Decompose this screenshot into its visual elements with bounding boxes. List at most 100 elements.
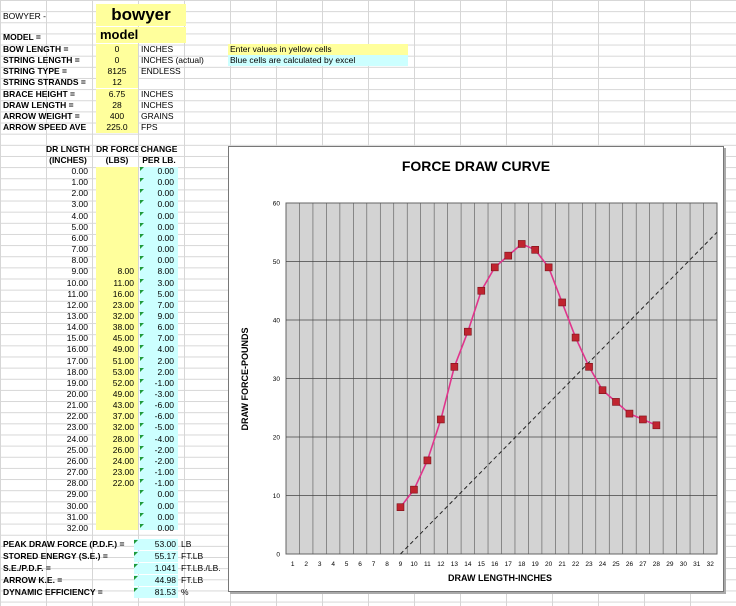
table-cell-force[interactable] bbox=[96, 512, 134, 523]
summary-label: STORED ENERGY (S.E.) = bbox=[3, 550, 108, 561]
comment-marker bbox=[140, 512, 144, 517]
param-value[interactable]: 225.0 bbox=[96, 122, 138, 134]
table-cell-change: 8.00 bbox=[157, 266, 174, 277]
x-tick-label: 13 bbox=[451, 561, 459, 568]
model-field[interactable]: model bbox=[96, 27, 186, 43]
param-value[interactable]: 6.75 bbox=[96, 88, 138, 100]
table-cell-length: 18.00 bbox=[66, 366, 88, 377]
comment-marker bbox=[140, 423, 144, 428]
data-point bbox=[531, 246, 539, 254]
table-cell-change: -3.00 bbox=[154, 389, 174, 399]
table-cell-force[interactable]: 32.00 bbox=[112, 422, 134, 433]
y-tick-label: 0 bbox=[276, 552, 280, 559]
param-value[interactable]: 0 bbox=[96, 44, 138, 55]
table-cell-force[interactable] bbox=[96, 166, 134, 177]
param-value[interactable]: 28 bbox=[96, 99, 138, 111]
param-label: DRAW LENGTH = bbox=[3, 99, 74, 110]
table-cell-force[interactable] bbox=[96, 501, 134, 512]
param-label: BOW LENGTH = bbox=[3, 44, 69, 54]
comment-marker bbox=[140, 267, 144, 272]
table-cell-force[interactable] bbox=[96, 523, 134, 534]
table-cell-length: 7.00 bbox=[71, 244, 88, 255]
table-cell-force[interactable]: 32.00 bbox=[112, 310, 134, 321]
table-cell-force[interactable] bbox=[96, 489, 134, 500]
table-header: DR LNGTH bbox=[46, 144, 90, 154]
table-cell-force[interactable] bbox=[96, 244, 134, 255]
comment-marker bbox=[140, 501, 144, 506]
x-tick-label: 32 bbox=[707, 561, 715, 568]
table-cell-force[interactable]: 8.00 bbox=[117, 266, 134, 277]
table-cell-force[interactable]: 24.00 bbox=[112, 455, 134, 466]
table-cell-change: 0.00 bbox=[157, 500, 174, 511]
table-cell-force[interactable]: 23.00 bbox=[112, 299, 134, 310]
x-tick-label: 25 bbox=[612, 561, 620, 568]
comment-marker bbox=[140, 189, 144, 194]
table-header: DR FORCE bbox=[96, 144, 138, 154]
table-cell-length: 12.00 bbox=[66, 299, 88, 310]
data-point bbox=[625, 409, 634, 418]
table-cell-length: 31.00 bbox=[66, 511, 88, 522]
table-cell-change: -1.00 bbox=[154, 478, 174, 489]
x-tick-label: 5 bbox=[345, 561, 349, 568]
comment-marker bbox=[134, 540, 138, 544]
x-tick-label: 24 bbox=[599, 561, 607, 568]
comment-marker bbox=[140, 390, 144, 394]
table-cell-force[interactable]: 37.00 bbox=[112, 411, 134, 422]
table-cell-length: 0.00 bbox=[71, 166, 88, 176]
table-cell-force[interactable]: 16.00 bbox=[112, 288, 134, 299]
table-cell-force[interactable] bbox=[96, 222, 134, 233]
table-cell-length: 17.00 bbox=[66, 355, 88, 366]
comment-marker bbox=[140, 200, 144, 205]
table-cell-length: 25.00 bbox=[66, 444, 88, 455]
table-cell-force[interactable]: 26.00 bbox=[112, 444, 134, 455]
param-value[interactable]: 400 bbox=[96, 110, 138, 122]
param-value[interactable]: 0 bbox=[96, 55, 138, 67]
x-tick-label: 17 bbox=[505, 561, 513, 568]
table-cell-force[interactable]: 38.00 bbox=[112, 322, 134, 333]
table-cell-force[interactable]: 51.00 bbox=[112, 355, 134, 366]
table-cell-force[interactable]: 49.00 bbox=[112, 389, 134, 399]
x-tick-label: 8 bbox=[385, 561, 389, 568]
table-cell-force[interactable] bbox=[96, 199, 134, 210]
table-cell-force[interactable]: 22.00 bbox=[112, 478, 134, 489]
param-value[interactable]: 8125 bbox=[96, 66, 138, 78]
table-cell-force[interactable] bbox=[96, 233, 134, 244]
param-label: STRING STRANDS = bbox=[3, 77, 86, 88]
table-cell-force[interactable]: 49.00 bbox=[112, 344, 134, 355]
param-value[interactable]: 12 bbox=[96, 77, 138, 89]
x-tick-label: 29 bbox=[666, 561, 674, 568]
y-tick-label: 20 bbox=[273, 435, 281, 442]
chart-svg: FORCE DRAW CURVE DRAW LENGTH-INCHES DRAW… bbox=[240, 158, 718, 583]
table-cell-force[interactable] bbox=[96, 188, 134, 199]
table-cell-force[interactable]: 28.00 bbox=[112, 433, 134, 444]
table-cell-force[interactable]: 53.00 bbox=[112, 366, 134, 377]
table-cell-force[interactable]: 52.00 bbox=[112, 377, 134, 388]
data-point bbox=[639, 415, 647, 424]
x-tick-label: 9 bbox=[399, 561, 403, 568]
note-blue: Blue cells are calculated by excel bbox=[228, 55, 408, 66]
param-unit: GRAINS bbox=[141, 110, 174, 121]
data-point bbox=[517, 240, 526, 248]
table-cell-force[interactable]: 43.00 bbox=[112, 400, 134, 411]
table-cell-change: -6.00 bbox=[154, 400, 174, 411]
table-cell-force[interactable]: 23.00 bbox=[112, 467, 134, 478]
data-point bbox=[544, 263, 553, 272]
table-cell-change: 0.00 bbox=[157, 511, 174, 522]
table-cell-force[interactable] bbox=[96, 255, 134, 266]
table-cell-length: 11.00 bbox=[67, 288, 88, 299]
table-cell-change: 0.00 bbox=[157, 244, 174, 255]
table-cell-change: 0.00 bbox=[157, 177, 174, 188]
table-cell-force[interactable]: 11.00 bbox=[113, 277, 134, 288]
table-cell-force[interactable] bbox=[96, 211, 134, 222]
y-tick-label: 50 bbox=[273, 259, 281, 266]
table-cell-length: 24.00 bbox=[66, 433, 88, 444]
table-cell-force[interactable]: 45.00 bbox=[112, 333, 134, 344]
bowyer-field[interactable]: bowyer bbox=[96, 4, 186, 26]
model-label: MODEL = bbox=[3, 32, 41, 42]
comment-marker bbox=[134, 551, 138, 556]
chart-xlabel: DRAW LENGTH-INCHES bbox=[448, 573, 552, 583]
table-cell-force[interactable] bbox=[96, 177, 134, 188]
x-tick-label: 7 bbox=[372, 561, 376, 568]
y-tick-label: 60 bbox=[273, 201, 281, 208]
x-tick-label: 31 bbox=[693, 561, 701, 568]
